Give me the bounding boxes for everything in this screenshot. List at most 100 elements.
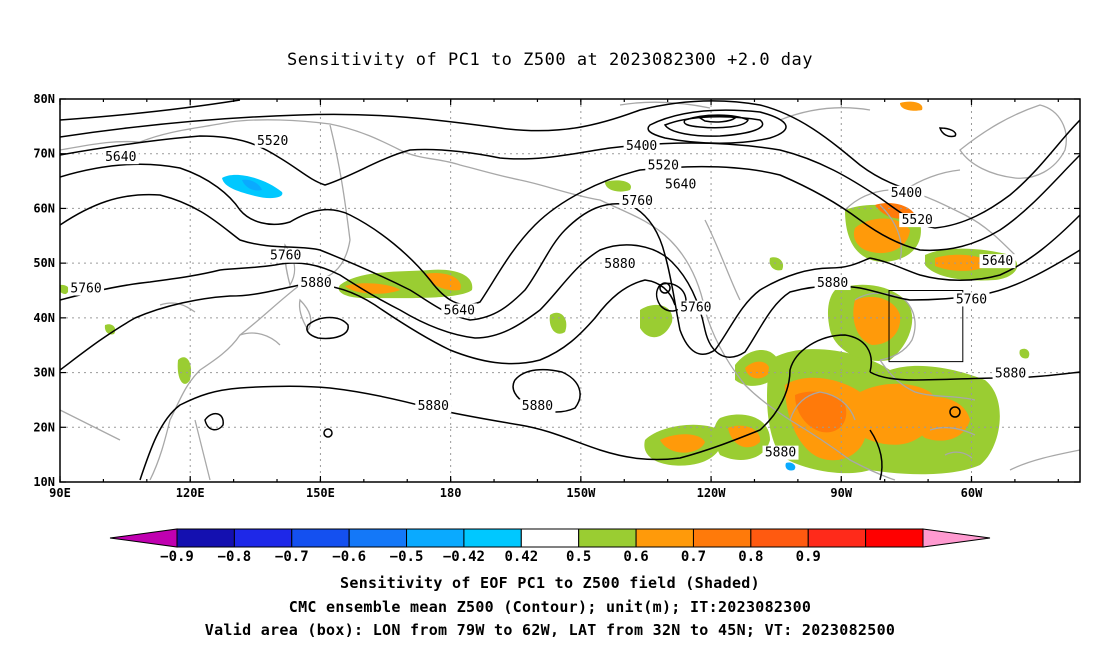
contour-label: 5520 <box>648 158 679 173</box>
contour-label-bg <box>762 445 799 460</box>
colorbar-label: 0.7 <box>681 549 706 565</box>
longitude-labels: 90E 120E 150E 180 150W 120W 90W 60W <box>49 486 983 500</box>
contour-label-bg <box>677 300 714 315</box>
contour-label-bg <box>953 292 990 307</box>
colorbar-box <box>463 528 522 548</box>
lat-label: 40N <box>33 311 55 325</box>
colorbar-label: 0.6 <box>623 549 648 565</box>
colorbar-box <box>406 528 465 548</box>
colorbar-label: 0.42 <box>504 549 538 565</box>
contour-label: 5520 <box>902 213 933 228</box>
contour-label: 5760 <box>622 194 653 209</box>
contour-label: 5880 <box>817 276 848 291</box>
contour-label-bg <box>979 254 1016 269</box>
page-title: Sensitivity of PC1 to Z500 at 2023082300… <box>286 50 813 70</box>
colorbar-min-triangle <box>109 528 178 548</box>
colorbar-box <box>578 528 637 548</box>
contour-label-bg <box>254 133 291 148</box>
lon-label: 60W <box>961 486 983 500</box>
contour-label: 5880 <box>604 257 635 272</box>
caption-contour: CMC ensemble mean Z500 (Contour); unit(m… <box>288 598 812 616</box>
contour-label: 5880 <box>300 276 331 291</box>
lat-label: 80N <box>33 92 55 106</box>
lat-label: 70N <box>33 147 55 161</box>
contour-label-bg <box>298 276 335 291</box>
colorbar-box <box>865 528 924 548</box>
colorbar-box <box>692 528 752 548</box>
contour-label-bg <box>888 185 925 200</box>
contour-label: 5880 <box>995 366 1026 381</box>
contour-label: 5640 <box>105 150 136 165</box>
lon-label: 90E <box>49 486 71 500</box>
colorbar-box <box>750 528 809 548</box>
contour-label: 5640 <box>982 254 1013 269</box>
colorbar-box <box>520 528 580 548</box>
colorbar-box <box>635 528 694 548</box>
lat-label: 30N <box>33 366 55 380</box>
colorbar-label: 0.5 <box>566 549 591 565</box>
contour-label-bg <box>601 256 638 271</box>
valid-area-box <box>888 290 964 363</box>
contour-label-bg <box>992 366 1029 381</box>
caption-valid-area: Valid area (box): LON from 79W to 62W, L… <box>204 621 896 639</box>
lon-label: 150W <box>566 486 596 500</box>
contour-label-bg <box>645 158 682 173</box>
colorbar-labels: −0.9 −0.8 −0.7 −0.6 −0.5 −0.42 0.42 0.5 0.6 0.7 0.… <box>160 549 821 565</box>
colorbar-label: 0.8 <box>738 549 763 565</box>
colorbar-label: −0.9 <box>160 549 194 565</box>
lat-label: 20N <box>33 420 55 434</box>
contour-label-bg <box>267 248 304 263</box>
colorbar-box <box>233 528 293 548</box>
contour-label-bg <box>441 303 478 318</box>
contour-label-bg <box>68 281 105 296</box>
map-frame <box>59 98 1081 483</box>
contour-label: 5760 <box>70 282 101 297</box>
contour-label-bg <box>899 213 936 228</box>
contour-label: 5400 <box>891 186 922 201</box>
colorbar-box <box>291 528 350 548</box>
contour-labels: 5520 5640 5400 5520 5640 5760 5400 5520 5640 5760… <box>68 133 1029 461</box>
lat-label: 50N <box>33 256 55 270</box>
colorbar-label: −0.8 <box>218 549 252 565</box>
lon-label: 150E <box>306 486 335 500</box>
contour-label: 5880 <box>765 446 796 461</box>
contour-label: 5880 <box>522 399 553 414</box>
lon-label: 120W <box>697 486 727 500</box>
contour-label-bg <box>662 177 699 192</box>
colorbar-label: 0.9 <box>796 549 821 565</box>
colorbar-label: −0.6 <box>332 549 366 565</box>
colorbar-label: −0.42 <box>443 549 485 565</box>
contour-label-bg <box>519 399 556 414</box>
contour-label: 5640 <box>665 178 696 193</box>
lon-label: 180 <box>440 486 462 500</box>
contour-label: 5760 <box>270 249 301 264</box>
colorbar-label: −0.5 <box>390 549 424 565</box>
colorbar-box <box>807 528 867 548</box>
contour-label: 5760 <box>680 301 711 316</box>
colorbar-boxes <box>109 528 991 548</box>
contour-label: 5400 <box>626 139 657 154</box>
colorbar-box <box>176 528 235 548</box>
colorbar-label: −0.7 <box>275 549 309 565</box>
coastlines <box>60 101 1080 481</box>
lon-label: 120E <box>176 486 205 500</box>
caption-shaded: Sensitivity of EOF PC1 to Z500 field (Sh… <box>340 574 760 592</box>
contour-label: 5640 <box>444 303 475 318</box>
latitude-labels: 80N 70N 60N 50N 40N 30N 20N 10N <box>33 92 55 489</box>
contour-label-bg <box>619 193 656 208</box>
valid-area-rect <box>888 290 964 363</box>
contour-label: 5520 <box>257 134 288 149</box>
colorbar-max-triangle <box>922 528 991 548</box>
contour-label-bg <box>814 276 851 291</box>
z500-contours <box>60 99 1080 481</box>
lat-label: 60N <box>33 201 55 215</box>
colorbar-box <box>348 528 408 548</box>
contour-label: 5760 <box>956 292 987 307</box>
contour-label-bg <box>623 139 660 154</box>
contour-label-bg <box>102 150 139 165</box>
lat-label: 10N <box>33 475 55 489</box>
contour-label-bg <box>415 399 452 414</box>
lon-label: 90W <box>830 486 852 500</box>
